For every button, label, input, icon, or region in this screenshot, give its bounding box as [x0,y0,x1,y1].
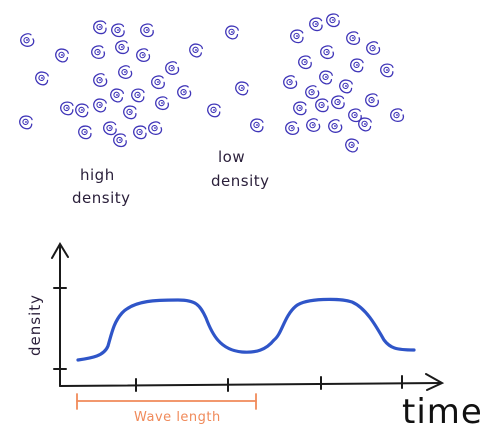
molecule-icon [285,121,300,135]
molecule-icon [225,25,239,40]
molecule-icon [293,101,307,116]
molecule-icon [131,88,145,103]
x-axis-arrow [425,373,445,391]
molecule-icon [93,98,107,113]
molecule-icon [111,23,125,38]
molecule-icon [346,31,361,45]
molecule-icon [91,45,106,60]
density-curve [76,297,416,362]
molecule-icon [35,71,49,86]
molecule-icon [306,118,321,132]
molecule-icon [235,81,249,96]
wavelength-label: Wave length [134,410,221,425]
molecule-icon [350,58,364,73]
molecule-icon [60,101,74,116]
molecule-icon [331,95,345,110]
y-axis-arrow [51,242,69,259]
molecule-icon [113,133,127,148]
high-density-label-line2: density [72,189,131,207]
molecule-icon [320,45,335,60]
molecule-icon [75,103,89,118]
molecule-icon [103,121,117,136]
molecule-icon [390,108,405,123]
molecule-icon [207,103,221,118]
molecule-icon [315,98,329,113]
molecule-icon [136,48,151,62]
molecule-icon [250,118,264,133]
molecule-icon [319,70,333,85]
molecule-icon [165,61,180,75]
molecule-icon [151,75,165,90]
molecule-icon [339,79,353,94]
molecule-icon [290,29,304,44]
molecule-icon [177,85,192,99]
molecule-icon [78,125,92,140]
molecule-icon [118,65,133,79]
wavelength-bracket [76,393,257,410]
molecule-icon [328,119,343,133]
molecule-icon [93,73,108,87]
molecule-icon [110,88,124,103]
high-density-label-line1: high [80,166,115,184]
molecule-icon [148,121,163,135]
molecule-icon [19,115,33,130]
x-axis-title: time [402,392,483,432]
molecule-icon [155,96,170,111]
molecule-icon [345,138,359,153]
molecule-icon [365,93,380,108]
molecule-icon [380,63,394,78]
molecule-icon [93,20,107,35]
y-axis-title: density [26,294,44,356]
molecule-icon [123,105,137,120]
x-axis [59,382,441,387]
molecule-icon [283,75,298,89]
low-density-label-line2: density [211,172,270,190]
molecule-icon [140,23,154,38]
molecule-icon [366,41,381,55]
molecule-icon [326,13,340,28]
molecule-icon [115,40,130,55]
molecule-icon [20,33,35,47]
molecule-icon [189,43,203,58]
molecule-icon [358,117,372,132]
molecule-icon [133,125,147,140]
plot-axes [51,242,445,392]
low-density-label-line1: low [218,148,245,166]
molecule-icon [305,85,320,99]
molecule-icon [55,48,69,63]
molecule-icon [298,55,312,70]
molecule-icon [309,17,323,32]
molecule-field [19,13,405,153]
